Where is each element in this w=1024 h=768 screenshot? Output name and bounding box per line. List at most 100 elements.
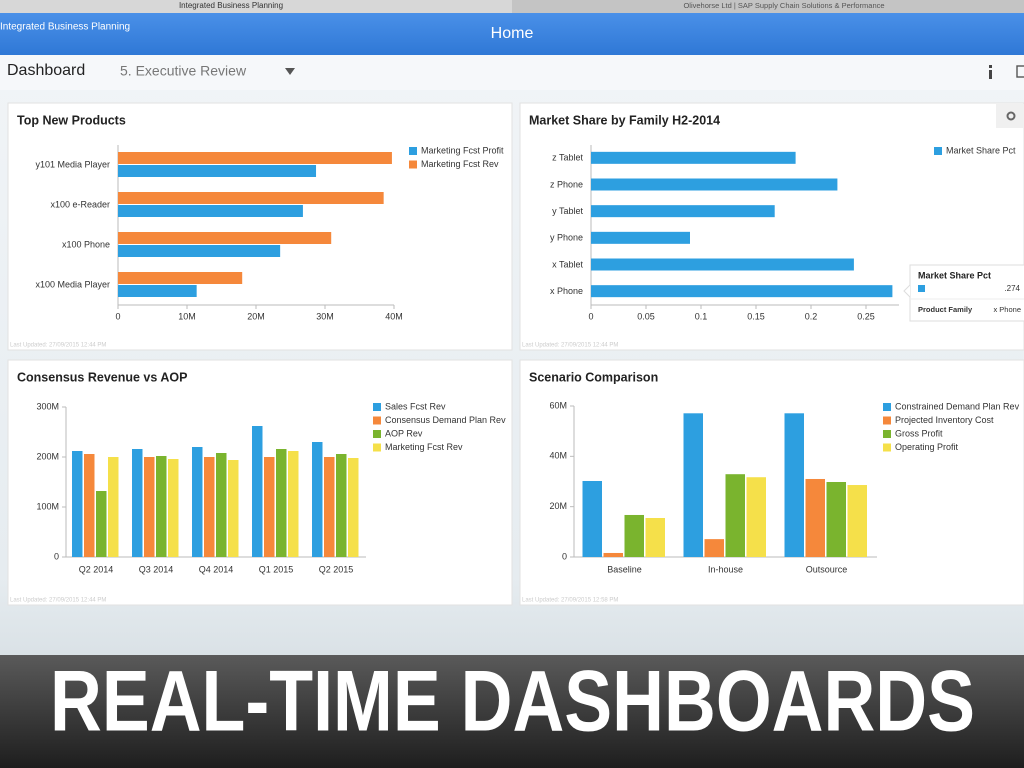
bar xyxy=(624,514,644,557)
y-tick-label: x Tablet xyxy=(552,259,583,269)
x-tick-label: 0.1 xyxy=(695,311,708,321)
y-tick-label: 0 xyxy=(562,551,567,561)
bar xyxy=(118,165,317,177)
y-tick-label: x100 Media Player xyxy=(35,279,110,289)
page-title: Home xyxy=(491,25,534,42)
tooltip-pointer xyxy=(903,284,911,298)
x-tick-label: Q4 2014 xyxy=(199,564,234,574)
bar xyxy=(805,478,825,557)
legend-label: Marketing Fcst Profit xyxy=(421,145,504,155)
x-tick-label: 0.2 xyxy=(805,311,818,321)
tab[interactable] xyxy=(0,0,512,13)
x-tick-label: 20M xyxy=(247,311,265,321)
x-tick-label: 40M xyxy=(385,311,403,321)
dashboard-selector[interactable]: 5. Executive Review xyxy=(120,63,247,79)
tab[interactable] xyxy=(512,0,1024,13)
banner-text: REAL-TIME DASHBOARDS xyxy=(50,654,975,750)
x-tick-label: 10M xyxy=(178,311,196,321)
y-tick-label: x100 e-Reader xyxy=(50,199,110,209)
bar xyxy=(591,205,775,218)
tooltip-value: .274 xyxy=(1004,284,1020,293)
app-name[interactable]: Integrated Business Planning xyxy=(0,22,130,33)
x-tick-label: 0 xyxy=(588,311,593,321)
bar xyxy=(118,272,243,284)
header-bar xyxy=(0,13,1024,55)
settings-icon[interactable] xyxy=(996,104,1023,128)
x-tick-label: Baseline xyxy=(607,564,642,574)
bar xyxy=(591,258,854,271)
card xyxy=(7,102,513,351)
x-tick-label: 30M xyxy=(316,311,334,321)
bar xyxy=(704,539,724,557)
charts: Top New Products Last Updated: 27/09/2015… xyxy=(7,102,1024,606)
bar xyxy=(591,285,893,298)
bar xyxy=(645,517,665,557)
y-tick-label: y Tablet xyxy=(552,206,583,216)
y-tick-label: y Phone xyxy=(550,233,583,243)
legend-label: Marketing Fcst Rev xyxy=(421,159,499,169)
x-tick-label: Q1 2015 xyxy=(259,564,294,574)
y-tick-label: 20M xyxy=(549,501,567,511)
chart-title: Market Share by Family H2-2014 xyxy=(529,113,720,127)
footer: Last Updated: 27/09/2015 12:58 PM xyxy=(522,598,618,604)
footer: Last Updated: 27/09/2015 12:44 PM xyxy=(10,343,106,349)
bar xyxy=(288,451,299,557)
chart-title: Top New Products xyxy=(17,113,126,127)
toolbar xyxy=(0,55,1024,90)
legend-label: Consensus Demand Plan Rev xyxy=(385,415,506,425)
info-icon[interactable] xyxy=(989,65,992,79)
bar xyxy=(118,245,281,257)
dropdown-arrow[interactable] xyxy=(285,68,295,75)
chart-title: Consensus Revenue vs AOP xyxy=(17,370,187,384)
bar xyxy=(96,491,107,557)
bar xyxy=(784,413,804,557)
bar xyxy=(826,482,846,557)
bar xyxy=(204,457,215,557)
bar xyxy=(276,449,287,557)
bar xyxy=(312,442,323,557)
x-tick-label: 0.05 xyxy=(637,311,655,321)
footer: Last Updated: 27/09/2015 12:44 PM xyxy=(10,598,106,604)
bar xyxy=(118,285,197,297)
bar xyxy=(118,232,332,244)
x-tick-label: Q2 2015 xyxy=(319,564,354,574)
x-tick-label: 0 xyxy=(115,311,120,321)
bar xyxy=(336,454,347,557)
legend-swatch xyxy=(934,147,942,155)
bar xyxy=(216,453,227,557)
bar xyxy=(118,152,392,164)
legend-label: Market Share Pct xyxy=(946,145,1016,155)
legend-swatch xyxy=(409,147,417,155)
legend-label: Operating Profit xyxy=(895,442,959,452)
chart-card: Top New Products Last Updated: 27/09/2015… xyxy=(7,102,513,351)
legend-label: Sales Fcst Rev xyxy=(385,401,446,411)
chart-card: Consensus Revenue vs AOP Last Updated: 27… xyxy=(7,359,513,606)
bar xyxy=(847,485,867,557)
tooltip-swatch xyxy=(918,285,925,292)
bar xyxy=(132,449,143,557)
bar xyxy=(683,413,703,557)
legend-label: Constrained Demand Plan Rev xyxy=(895,401,1020,411)
bar xyxy=(118,205,303,217)
legend-swatch xyxy=(409,160,417,169)
tooltip-category-label: Product Family xyxy=(918,305,973,314)
bar xyxy=(324,457,335,557)
legend-swatch xyxy=(883,416,891,425)
bar xyxy=(591,151,796,164)
legend-swatch xyxy=(883,403,891,411)
y-tick-label: y101 Media Player xyxy=(35,159,110,169)
legend-swatch xyxy=(373,430,381,438)
y-tick-label: x Phone xyxy=(550,286,583,296)
footer: Last Updated: 27/09/2015 12:44 PM xyxy=(522,343,618,349)
tooltip-category: x Phone xyxy=(993,305,1021,314)
legend-swatch xyxy=(373,403,381,411)
card xyxy=(519,359,1024,606)
gear xyxy=(1006,111,1016,121)
y-tick-label: x100 Phone xyxy=(62,239,110,249)
tooltip-box xyxy=(909,264,1024,322)
legend-swatch xyxy=(883,430,891,438)
share-icon[interactable] xyxy=(1016,65,1024,78)
tooltip: Market Share Pct .274 Product Family x Phon… xyxy=(903,264,1024,322)
bar xyxy=(348,458,359,557)
